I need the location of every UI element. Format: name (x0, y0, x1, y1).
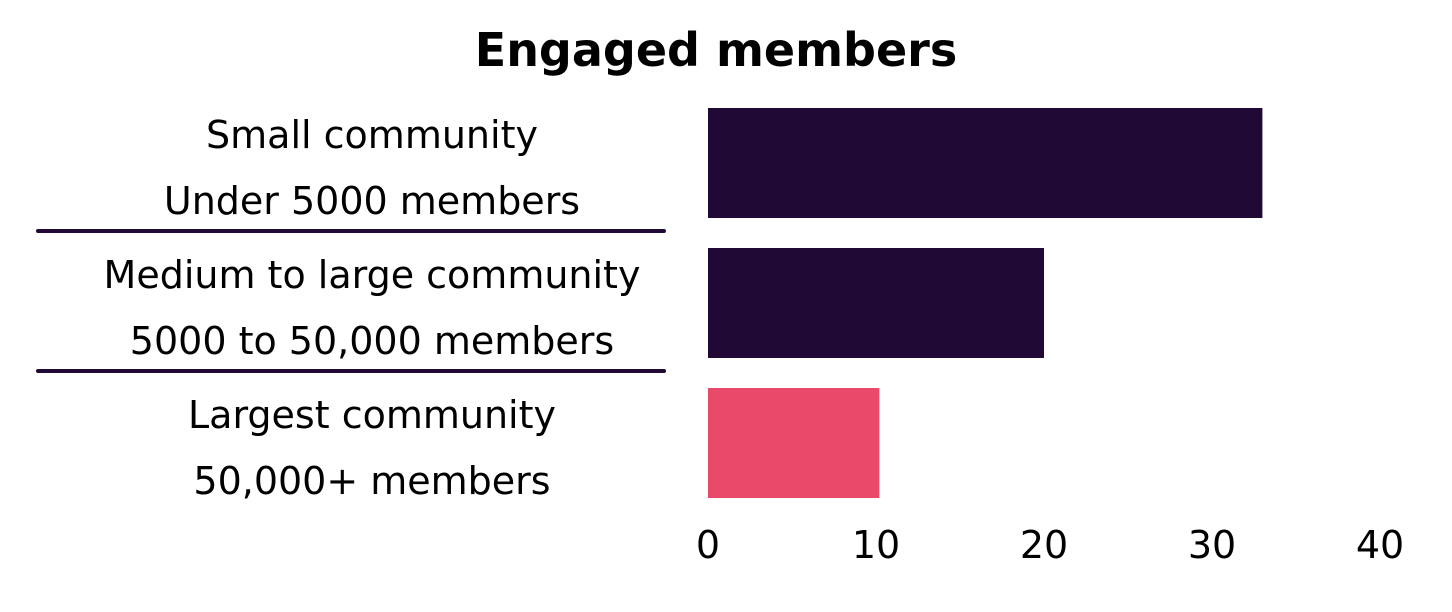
chart-title: Engaged members (474, 23, 958, 77)
category-label-2-line-2: 5000 to 50,000 members (130, 319, 614, 363)
x-axis-tick-labels: 0 10 20 30 40 (696, 523, 1404, 567)
category-label-2-line-1: Medium to large community (104, 253, 641, 297)
category-label-1-line-2: Under 5000 members (164, 179, 580, 223)
bars (708, 108, 1263, 498)
bar-2 (708, 248, 1044, 358)
category-labels: Small community Under 5000 members Medium … (104, 113, 641, 503)
x-tick-label-30: 30 (1188, 523, 1236, 567)
x-tick-label-10: 10 (852, 523, 900, 567)
x-tick-label-20: 20 (1020, 523, 1068, 567)
x-tick-label-0: 0 (696, 523, 720, 567)
bar-1 (708, 108, 1263, 218)
category-separators (36, 229, 666, 373)
category-label-3-line-2: 50,000+ members (193, 459, 550, 503)
bar-3 (708, 388, 880, 498)
x-tick-label-40: 40 (1356, 523, 1404, 567)
category-label-1-line-1: Small community (206, 113, 538, 157)
category-label-3-line-1: Largest community (188, 393, 556, 437)
